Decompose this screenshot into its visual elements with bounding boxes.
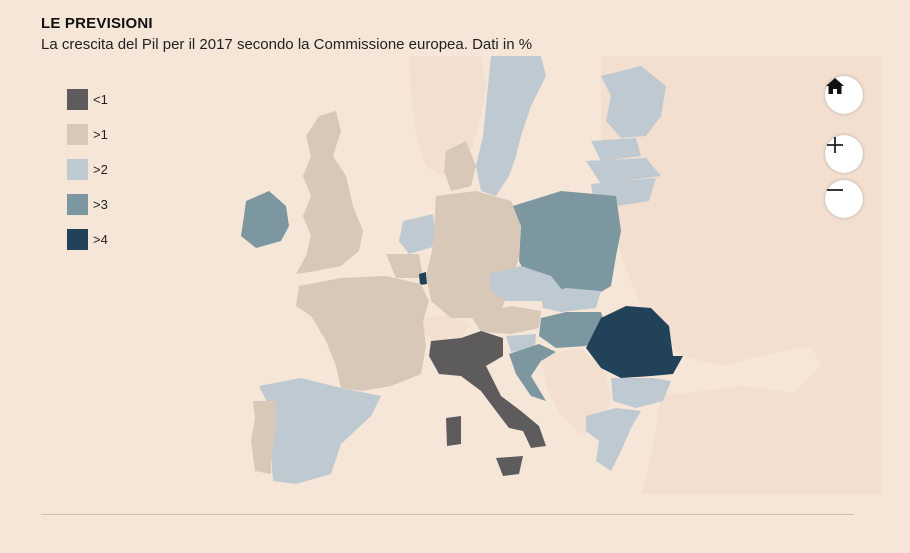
country-hungary[interactable] [539,312,606,348]
home-icon [826,78,844,94]
country-greece[interactable] [586,408,641,471]
country-poland[interactable] [513,191,621,298]
country-spain[interactable] [259,378,381,484]
plus-icon [827,137,843,153]
divider [41,514,854,515]
balkans [541,348,611,434]
legend-item: <1 [67,82,108,117]
legend-label: >2 [93,162,108,177]
map-svg [241,56,881,494]
europe-map[interactable]: <1 >1 >2 >3 >4 [41,56,881,494]
map-subtitle: La crescita del Pil per il 2017 secondo … [41,36,533,53]
country-france[interactable] [296,276,429,391]
country-slovakia[interactable] [541,288,601,312]
country-austria[interactable] [471,306,541,334]
country-estonia[interactable] [591,138,641,161]
country-italy-sicily[interactable] [496,456,523,476]
map-title: LE PREVISIONI [41,15,153,32]
minus-icon [827,189,843,191]
country-czech[interactable] [489,266,563,301]
legend-item: >4 [67,222,108,257]
turkey [651,386,841,494]
country-latvia[interactable] [586,158,661,184]
country-romania[interactable] [586,306,683,378]
country-croatia[interactable] [509,344,556,401]
country-sweden[interactable] [476,56,546,196]
legend-label: <1 [93,92,108,107]
country-italy[interactable] [429,331,546,448]
zoom-in-button[interactable] [825,135,863,173]
home-button[interactable] [825,76,863,114]
country-belgium[interactable] [386,254,423,278]
legend-swatch [67,89,88,110]
legend-swatch [67,159,88,180]
non-eu-east [601,56,881,494]
legend-item: >3 [67,187,108,222]
country-uk[interactable] [296,111,363,274]
country-denmark[interactable] [444,141,476,191]
country-luxembourg[interactable] [419,272,427,285]
country-portugal[interactable] [251,401,276,474]
country-netherlands[interactable] [399,214,436,254]
legend-label: >4 [93,232,108,247]
country-ireland[interactable] [241,191,289,248]
legend-swatch [67,124,88,145]
country-finland[interactable] [601,66,666,138]
legend-label: >1 [93,127,108,142]
legend-item: >1 [67,117,108,152]
switzerland [421,314,469,340]
map-legend: <1 >1 >2 >3 >4 [67,82,108,257]
country-bulgaria[interactable] [611,378,671,408]
legend-label: >3 [93,197,108,212]
legend-item: >2 [67,152,108,187]
zoom-out-button[interactable] [825,180,863,218]
legend-swatch [67,229,88,250]
legend-swatch [67,194,88,215]
country-italy-sardinia[interactable] [446,416,461,446]
